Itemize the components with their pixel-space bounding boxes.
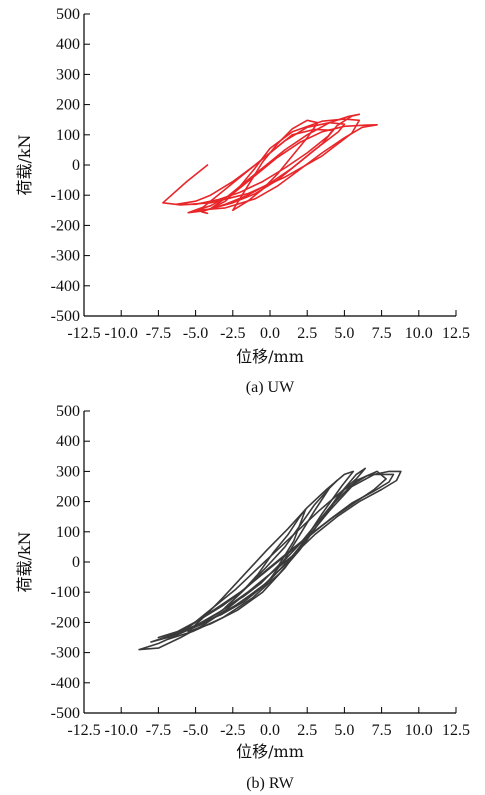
- hysteresis-loop-rw-2: [150, 473, 395, 643]
- y-tick-label: 100: [56, 127, 80, 144]
- x-tick-label: -10.0: [105, 722, 138, 739]
- x-tick-label: 12.5: [442, 325, 470, 342]
- hysteresis-curves-rw: [138, 467, 402, 651]
- y-tick-label: 300: [56, 66, 80, 83]
- chart-panel-uw: 500 400 300 200 100 0 -100 -200 -300 -400 -500 -12.…: [15, 6, 470, 396]
- y-tick-label: 200: [56, 494, 80, 511]
- x-tick-label: -12.5: [67, 722, 100, 739]
- x-tick-label: 5.0: [334, 722, 354, 739]
- x-tick-label: -7.5: [146, 325, 171, 342]
- y-tick-label: 0: [72, 554, 80, 571]
- y-tick-label: 300: [56, 463, 80, 480]
- chart-panel-rw: 500 400 300 200 100 0 -100 -200 -300 -400 -500 -12.…: [0, 398, 485, 795]
- x-tick-label: -2.5: [220, 722, 245, 739]
- x-tick-label: -10.0: [105, 325, 138, 342]
- hysteresis-loop-uw-2: [175, 128, 334, 206]
- x-tick-label: 10.0: [405, 325, 433, 342]
- hysteresis-loop-rw-5: [187, 470, 355, 633]
- chart-uw-svg: 500 400 300 200 100 0 -100 -200 -300 -400 -500-12.…: [15, 6, 470, 396]
- y-tick-label: -500: [51, 308, 80, 325]
- y-tick-label: 500: [56, 403, 80, 420]
- x-tick-label: 7.5: [372, 325, 392, 342]
- hysteresis-loop-rw-7: [224, 508, 307, 609]
- hysteresis-loop-rw-4: [168, 467, 367, 640]
- hysteresis-loop-rw-3: [157, 470, 387, 639]
- x-tick-label: 0.0: [260, 325, 280, 342]
- x-tick-label: -7.5: [146, 722, 171, 739]
- x-tick-label: -5.0: [183, 722, 208, 739]
- x-tick-label: -12.5: [67, 325, 100, 342]
- figure-caption: (b) RW: [246, 775, 294, 792]
- x-tick-label: 2.5: [297, 325, 317, 342]
- x-tick-label: -2.5: [220, 325, 245, 342]
- x-tick-label: 0.0: [260, 722, 280, 739]
- x-axis-title: 位移/mm: [236, 742, 304, 761]
- hysteresis-curves-uw: [162, 113, 378, 215]
- y-tick-label: 0: [72, 157, 80, 174]
- y-tick-label: -200: [51, 217, 80, 234]
- x-tick-label: 2.5: [297, 722, 317, 739]
- x-tick-label: 10.0: [405, 722, 433, 739]
- y-tick-label: -100: [51, 584, 80, 601]
- hysteresis-loop-uw-3: [187, 121, 346, 214]
- y-tick-label: -500: [51, 705, 80, 722]
- figure-caption: (a) UW: [246, 379, 295, 396]
- x-axis-title: 位移/mm: [236, 347, 304, 366]
- hysteresis-loop-uw-4: [194, 124, 378, 212]
- y-tick-label: -400: [51, 278, 80, 295]
- y-tick-label: 400: [56, 36, 80, 53]
- x-tick-label: 12.5: [442, 722, 470, 739]
- y-tick-label: -400: [51, 675, 80, 692]
- y-axis-title: 荷载/kN: [15, 134, 34, 195]
- hysteresis-loop-rw-6: [197, 479, 338, 625]
- x-tick-label: -5.0: [183, 325, 208, 342]
- x-tick-label: 7.5: [372, 722, 392, 739]
- y-tick-label: -200: [51, 614, 80, 631]
- y-tick-label: 100: [56, 524, 80, 541]
- y-tick-label: -300: [51, 645, 80, 662]
- y-tick-label: 400: [56, 433, 80, 450]
- y-tick-label: -100: [51, 187, 80, 204]
- chart-rw-svg: 500 400 300 200 100 0 -100 -200 -300 -400 -500-12.…: [15, 403, 470, 792]
- y-axis-title: 荷载/kN: [15, 531, 34, 592]
- y-tick-label: 500: [56, 6, 80, 23]
- x-tick-label: 5.0: [334, 325, 354, 342]
- hysteresis-loop-uw-6: [232, 119, 319, 212]
- y-tick-label: 200: [56, 97, 80, 114]
- y-tick-label: -300: [51, 248, 80, 265]
